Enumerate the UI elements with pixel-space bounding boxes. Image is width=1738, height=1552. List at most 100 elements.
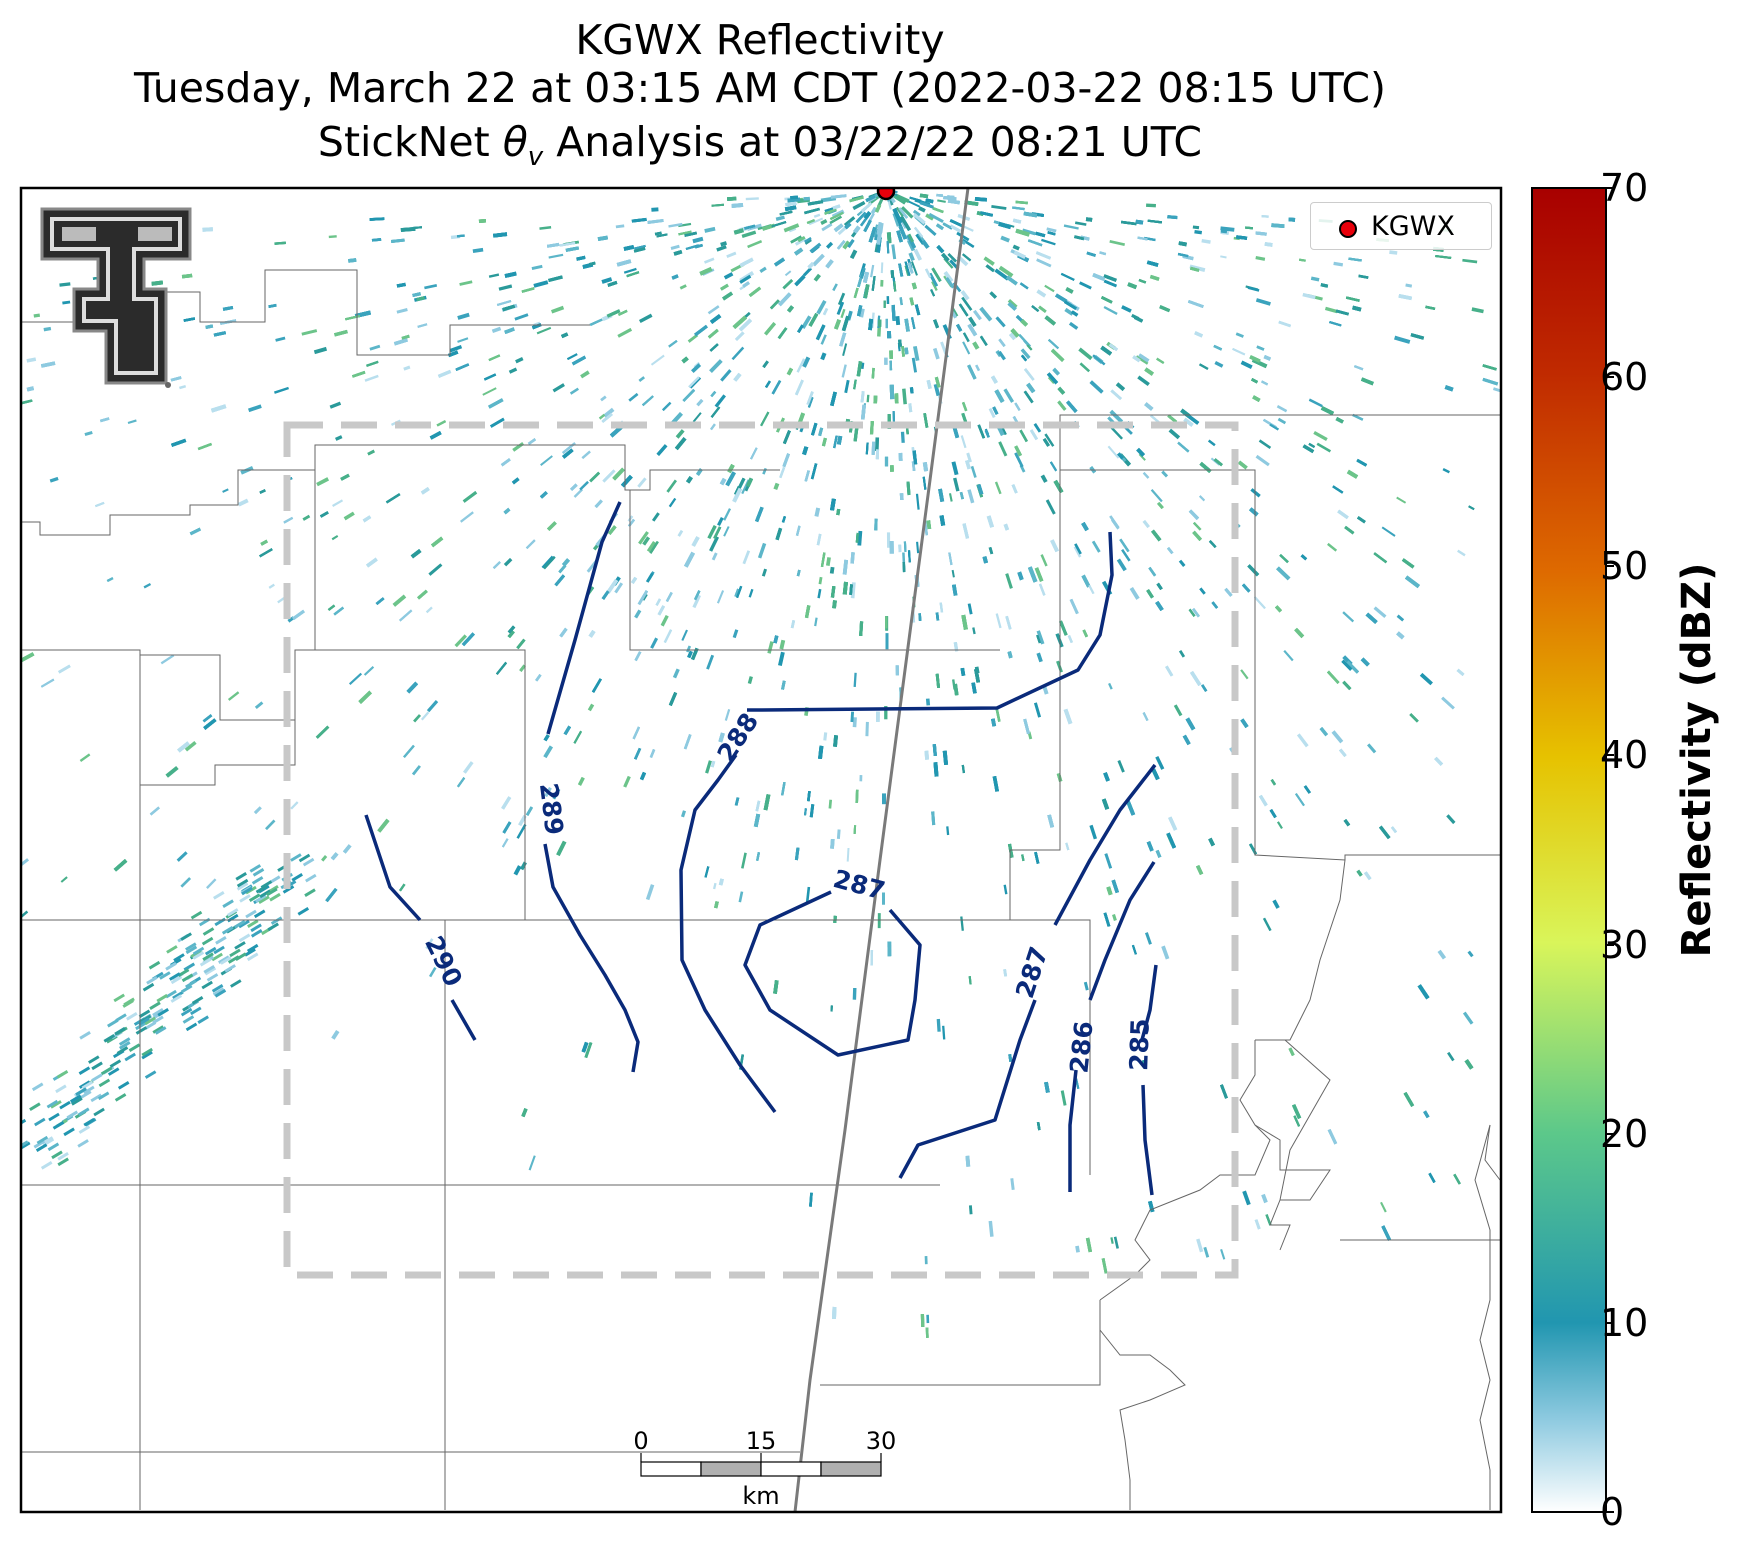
reflectivity-echo — [1000, 235, 1010, 243]
reflectivity-echo — [779, 210, 793, 216]
reflectivity-echo — [902, 388, 907, 405]
reflectivity-echo — [850, 552, 855, 564]
reflectivity-echo — [268, 303, 277, 309]
reflectivity-echo — [681, 356, 689, 364]
reflectivity-echo — [412, 292, 421, 298]
reflectivity-echo — [1271, 223, 1285, 229]
reflectivity-echo — [1029, 429, 1038, 441]
reflectivity-echo — [78, 1107, 90, 1117]
scale-bar: 0 15 30 km — [633, 1427, 896, 1510]
reflectivity-echo — [735, 585, 743, 598]
reflectivity-echo — [1007, 651, 1013, 659]
reflectivity-echo — [1356, 869, 1363, 877]
reflectivity-echo — [630, 576, 638, 584]
reflectivity-echo — [1177, 252, 1189, 258]
reflectivity-echo — [979, 306, 993, 322]
reflectivity-echo — [960, 435, 967, 449]
reflectivity-echo — [820, 352, 827, 361]
reflectivity-echo — [837, 292, 846, 306]
reflectivity-echo — [692, 594, 701, 609]
reflectivity-echo — [816, 300, 827, 315]
reflectivity-echo — [313, 346, 328, 355]
reflectivity-echo — [146, 976, 158, 985]
reflectivity-echo — [919, 193, 929, 199]
reflectivity-echo — [809, 804, 815, 818]
reflectivity-echo — [1014, 452, 1024, 468]
reflectivity-echo — [1157, 501, 1164, 510]
reflectivity-echo — [1425, 305, 1436, 310]
reflectivity-echo — [1434, 756, 1444, 766]
reflectivity-echo — [814, 617, 818, 627]
reflectivity-echo — [1036, 634, 1041, 644]
reflectivity-echo — [144, 1021, 157, 1030]
reflectivity-echo — [43, 326, 52, 332]
reflectivity-echo — [634, 651, 642, 662]
reflectivity-echo — [949, 224, 961, 233]
reflectivity-echo — [59, 1100, 71, 1110]
reflectivity-echo — [777, 651, 785, 667]
reflectivity-echo — [1017, 571, 1024, 581]
reflectivity-echo — [369, 344, 381, 351]
reflectivity-echo — [868, 318, 874, 331]
reflectivity-echo — [1006, 275, 1018, 286]
reflectivity-echo — [794, 237, 807, 246]
reflectivity-echo — [21, 910, 29, 919]
reflectivity-echo — [69, 1094, 82, 1103]
reflectivity-echo — [185, 979, 197, 989]
reflectivity-echo — [769, 299, 780, 310]
reflectivity-echo — [1065, 842, 1070, 851]
reflectivity-echo — [169, 972, 181, 981]
reflectivity-echo — [1189, 264, 1206, 272]
reflectivity-echo — [93, 1107, 105, 1117]
reflectivity-echo — [844, 222, 852, 230]
reflectivity-echo — [756, 852, 761, 861]
reflectivity-echo — [900, 431, 905, 443]
reflectivity-echo — [967, 364, 977, 380]
reflectivity-echo — [865, 721, 869, 737]
reflectivity-echo — [601, 590, 610, 600]
reflectivity-echo — [650, 354, 665, 366]
reflectivity-echo — [891, 244, 897, 260]
reflectivity-echo — [1034, 567, 1044, 582]
reflectivity-echo — [732, 629, 739, 639]
reflectivity-echo — [362, 515, 372, 523]
reflectivity-echo — [753, 813, 761, 828]
reflectivity-echo — [970, 465, 977, 478]
reflectivity-echo — [709, 314, 722, 324]
reflectivity-echo — [1492, 387, 1501, 393]
reflectivity-echo — [939, 602, 944, 613]
legend-label: KGWX — [1371, 211, 1455, 242]
reflectivity-echo — [746, 477, 754, 488]
reflectivity-echo — [165, 765, 179, 778]
reflectivity-echo — [1071, 310, 1079, 317]
reflectivity-echo — [1194, 229, 1203, 235]
reflectivity-echo — [1288, 217, 1296, 222]
reflectivity-echo — [998, 221, 1012, 230]
reflectivity-echo — [794, 847, 800, 861]
reflectivity-echo — [571, 355, 587, 366]
reflectivity-echo — [580, 370, 590, 379]
reflectivity-echo — [1089, 824, 1098, 840]
reflectivity-echo — [562, 448, 574, 459]
reflectivity-echo — [456, 234, 465, 238]
theta-v-contours — [364, 501, 1158, 1196]
reflectivity-echo — [898, 207, 909, 219]
reflectivity-echo — [801, 315, 812, 329]
reflectivity-echo — [1381, 526, 1396, 537]
reflectivity-echo — [1199, 495, 1206, 502]
reflectivity-echo — [710, 406, 721, 418]
reflectivity-echo — [853, 225, 861, 234]
reflectivity-echo — [1178, 559, 1186, 567]
reflectivity-echo — [948, 493, 953, 502]
reflectivity-echo — [1279, 554, 1289, 564]
reflectivity-echo — [335, 435, 343, 441]
reflectivity-echo — [725, 471, 736, 487]
reflectivity-echo — [461, 632, 475, 647]
reflectivity-echo — [1467, 950, 1474, 958]
reflectivity-echo — [707, 305, 720, 315]
reflectivity-echo — [90, 1093, 102, 1103]
reflectivity-echo — [109, 1059, 122, 1068]
reflectivity-echo — [704, 257, 715, 264]
reflectivity-echo — [833, 735, 838, 747]
reflectivity-echo — [1299, 258, 1306, 262]
